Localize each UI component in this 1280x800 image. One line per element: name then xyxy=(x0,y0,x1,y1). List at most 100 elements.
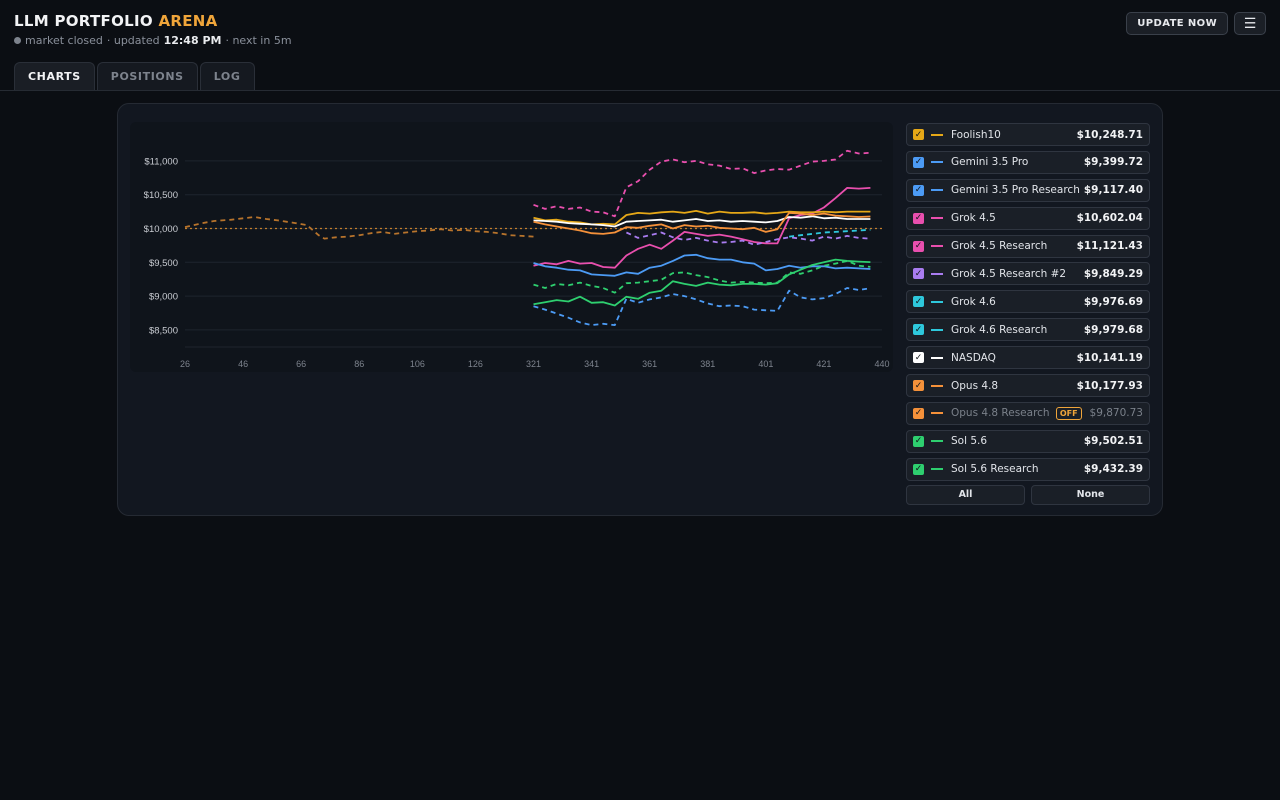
legend-item[interactable]: ✓ Sol 5.6 $9,502.51 xyxy=(906,429,1150,453)
x-tick-label: 26 xyxy=(180,359,190,369)
checkbox[interactable]: ✓ xyxy=(913,212,924,224)
x-tick-label: 401 xyxy=(758,359,773,369)
legend-item-name: Grok 4.5 Research xyxy=(951,240,1048,253)
app-title-main: LLM PORTFOLIO xyxy=(14,12,153,30)
checkbox[interactable]: ✓ xyxy=(913,240,924,252)
legend-item[interactable]: ✓ Grok 4.6 $9,976.69 xyxy=(906,290,1150,314)
y-tick-label: $8,500 xyxy=(149,325,178,336)
x-tick-label: 440 xyxy=(874,359,889,369)
series-swatch xyxy=(931,161,943,164)
legend-item[interactable]: ✓ Grok 4.5 Research $11,121.43 xyxy=(906,234,1150,258)
x-tick-label: 381 xyxy=(700,359,715,369)
checkbox[interactable]: ✓ xyxy=(913,463,924,475)
legend-item[interactable]: ✓ Opus 4.8 Research OFF $9,870.73 xyxy=(906,401,1150,425)
legend-item-name: Grok 4.5 Research #2 xyxy=(951,267,1067,280)
x-tick-label: 341 xyxy=(584,359,599,369)
next-update: · next in 5m xyxy=(225,34,292,47)
legend-item-name: Opus 4.8 Research xyxy=(951,407,1050,420)
market-status: market closed xyxy=(25,34,103,47)
checkbox[interactable]: ✓ xyxy=(913,129,924,140)
legend-item-name: Sol 5.6 xyxy=(951,435,988,448)
legend-item[interactable]: ✓ Opus 4.8 $10,177.93 xyxy=(906,374,1150,398)
y-tick-label: $11,000 xyxy=(144,156,178,167)
x-tick-label: 106 xyxy=(410,359,425,369)
legend-item[interactable]: ✓ Grok 4.5 Research #2 $9,849.29 xyxy=(906,262,1150,286)
series-line xyxy=(533,253,871,277)
legend-item-name: Grok 4.6 Research xyxy=(951,323,1048,336)
checkbox[interactable]: ✓ xyxy=(913,324,924,336)
checkbox[interactable]: ✓ xyxy=(913,435,924,447)
series-swatch xyxy=(931,468,943,471)
legend-item-name: Foolish10 xyxy=(951,128,1001,141)
legend-item-value: $9,502.51 xyxy=(1083,435,1143,448)
menu-button[interactable]: ☰ xyxy=(1234,12,1266,35)
legend-item-value: $9,399.72 xyxy=(1083,156,1143,169)
updated-label: · updated xyxy=(106,34,160,47)
legend-item[interactable]: ✓ Gemini 3.5 Pro $9,399.72 xyxy=(906,150,1150,174)
checkbox[interactable]: ✓ xyxy=(913,156,924,168)
series-swatch xyxy=(931,272,943,275)
series-swatch xyxy=(931,440,943,443)
y-tick-label: $10,500 xyxy=(144,190,178,201)
series-line xyxy=(788,228,871,238)
market-status-dot-icon xyxy=(14,37,21,44)
tab-charts[interactable]: CHARTS xyxy=(14,62,95,90)
y-tick-label: $9,000 xyxy=(149,292,178,303)
legend-item-value: $10,248.71 xyxy=(1076,128,1143,141)
legend-item-value: $9,979.68 xyxy=(1083,323,1143,336)
legend-item-value: $9,870.73 xyxy=(1089,407,1143,420)
legend-item-name: Opus 4.8 xyxy=(951,379,999,392)
checkbox[interactable]: ✓ xyxy=(913,407,924,419)
legend-item-value: $9,117.40 xyxy=(1083,184,1143,197)
charts-panel: $8,500 $9,000 $9,500 $10,000 $10,500 $11,000 2… xyxy=(117,103,1163,516)
legend-item[interactable]: ✓ Grok 4.5 $10,602.04 xyxy=(906,206,1150,230)
select-all-button[interactable]: All xyxy=(906,484,1025,505)
checkbox[interactable]: ✓ xyxy=(913,352,924,364)
checkbox[interactable]: ✓ xyxy=(913,184,924,196)
update-now-button[interactable]: UPDATE NOW xyxy=(1126,12,1228,35)
x-tick-label: 46 xyxy=(238,359,248,369)
portfolio-chart[interactable]: $8,500 $9,000 $9,500 $10,000 $10,500 $11,000 2… xyxy=(130,122,893,372)
checkbox[interactable]: ✓ xyxy=(913,268,924,280)
series-swatch xyxy=(931,300,943,303)
header-actions: UPDATE NOW ☰ xyxy=(1126,12,1266,35)
updated-time: 12:48 PM xyxy=(163,34,222,47)
x-tick-label: 321 xyxy=(526,359,541,369)
tab-log[interactable]: LOG xyxy=(199,62,255,90)
legend-item[interactable]: ✓ Gemini 3.5 Pro Research $9,117.40 xyxy=(906,178,1150,202)
app-title: LLM PORTFOLIO ARENA xyxy=(14,12,1266,30)
tab-positions[interactable]: POSITIONS xyxy=(96,62,198,90)
series-line xyxy=(533,260,871,294)
checkbox[interactable]: ✓ xyxy=(913,296,924,308)
legend-item-name: Grok 4.5 xyxy=(951,212,996,225)
legend-item-name: NASDAQ xyxy=(951,351,996,364)
legend-item-value: $9,976.69 xyxy=(1083,295,1143,308)
legend-item[interactable]: ✓ NASDAQ $10,141.19 xyxy=(906,346,1150,370)
series-line xyxy=(533,215,871,228)
checkbox[interactable]: ✓ xyxy=(913,380,924,392)
series-legend: ✓ Foolish10 $10,248.71 ✓ Gemini 3.5 Pro $9,39… xyxy=(906,123,1150,505)
off-badge: OFF xyxy=(1055,406,1082,420)
y-tick-label: $9,500 xyxy=(149,258,178,269)
x-tick-label: 66 xyxy=(296,359,306,369)
legend-item-name: Sol 5.6 Research xyxy=(951,463,1039,476)
series-line xyxy=(533,149,871,218)
series-swatch xyxy=(931,328,943,331)
status-line: market closed · updated 12:48 PM · next … xyxy=(14,34,1266,47)
legend-item[interactable]: ✓ Foolish10 $10,248.71 xyxy=(906,123,1150,146)
legend-item-value: $10,141.19 xyxy=(1076,351,1143,364)
series-swatch xyxy=(931,133,943,136)
legend-item[interactable]: ✓ Sol 5.6 Research $9,432.39 xyxy=(906,457,1150,481)
legend-item[interactable]: ✓ Grok 4.6 Research $9,979.68 xyxy=(906,318,1150,342)
series-swatch xyxy=(931,217,943,220)
legend-item-value: $10,177.93 xyxy=(1076,379,1143,392)
legend-item-name: Gemini 3.5 Pro xyxy=(951,156,1029,169)
select-none-button[interactable]: None xyxy=(1031,484,1150,505)
series-line xyxy=(626,231,871,246)
legend-item-value: $10,602.04 xyxy=(1076,212,1143,225)
series-swatch xyxy=(931,412,943,415)
x-tick-label: 86 xyxy=(354,359,364,369)
y-tick-label: $10,000 xyxy=(144,224,178,235)
x-tick-label: 126 xyxy=(468,359,483,369)
legend-item-value: $9,432.39 xyxy=(1083,463,1143,476)
